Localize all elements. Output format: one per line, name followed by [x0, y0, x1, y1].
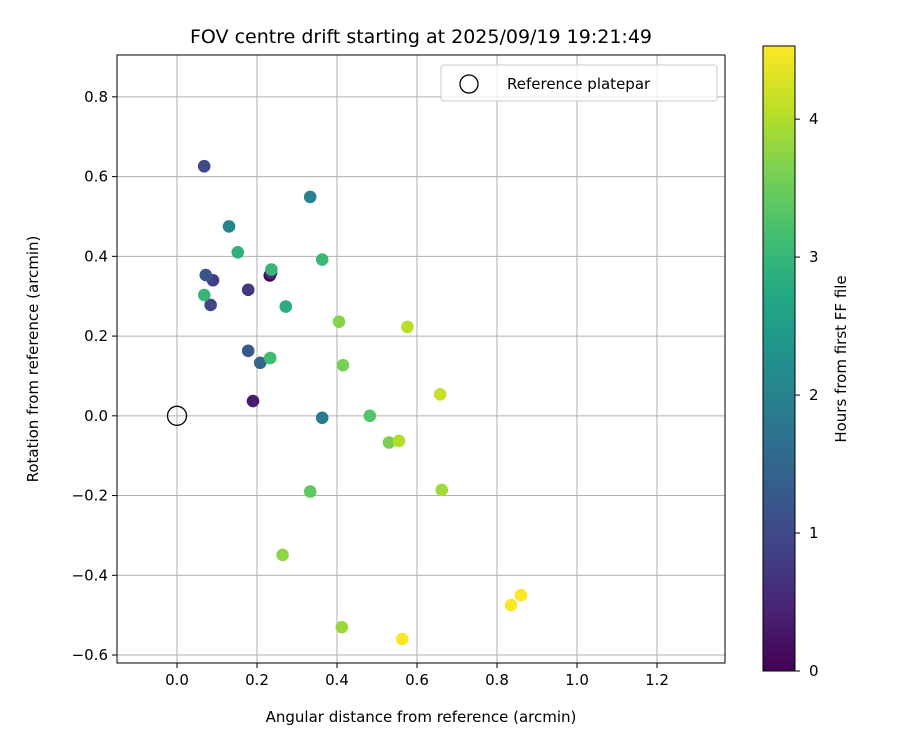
- data-point: [279, 300, 293, 313]
- plot-area: [117, 55, 725, 663]
- data-point: [514, 588, 528, 602]
- x-tick-label: 0.2: [245, 671, 269, 689]
- colorbar-ticks: 0 1 2 3 4: [795, 110, 819, 680]
- y-tick-label: −0.2: [72, 487, 108, 505]
- data-point: [204, 298, 217, 312]
- legend-label: Reference platepar: [507, 75, 651, 93]
- colorbar-label: Hours from first FF file: [832, 275, 850, 442]
- y-tick-label: −0.6: [72, 646, 108, 664]
- grid-lines: [117, 55, 725, 663]
- y-tick-label: 0.4: [84, 247, 108, 265]
- x-axis-ticks: 0.0 0.2 0.4 0.6 0.8 1.0 1.2: [165, 663, 669, 689]
- x-tick-label: 0.4: [325, 671, 349, 689]
- colorbar-tick-label: 4: [809, 110, 819, 128]
- data-point: [435, 483, 449, 497]
- data-point: [241, 344, 255, 358]
- x-axis-label: Angular distance from reference (arcmin): [266, 708, 577, 726]
- x-tick-label: 0.0: [165, 671, 189, 689]
- colorbar-tick-label: 3: [809, 248, 819, 266]
- data-point: [401, 320, 414, 334]
- data-point: [231, 246, 245, 259]
- y-axis-ticks: −0.6 −0.4 −0.2 0.0 0.2 0.4 0.6 0.8: [72, 88, 117, 664]
- data-point: [332, 315, 346, 329]
- data-point: [197, 159, 211, 173]
- legend-marker-icon: [459, 74, 479, 94]
- colorbar-tick-label: 1: [809, 524, 819, 542]
- plot-frame: [116, 54, 726, 664]
- data-point: [504, 598, 518, 612]
- y-tick-label: −0.4: [72, 566, 108, 584]
- data-point: [265, 263, 278, 276]
- y-tick-label: 0.2: [84, 327, 108, 345]
- legend: Reference platepar: [440, 64, 718, 102]
- colorbar-gradient: [763, 46, 795, 671]
- x-tick-label: 0.8: [485, 671, 509, 689]
- data-point: [315, 411, 329, 425]
- data-point: [199, 268, 213, 282]
- colorbar-tick-label: 2: [809, 386, 819, 404]
- data-point: [241, 283, 255, 297]
- data-point: [382, 436, 396, 449]
- x-tick-label: 0.6: [405, 671, 429, 689]
- data-point: [263, 351, 277, 365]
- colorbar-frame: [762, 45, 796, 672]
- y-tick-label: 0.0: [84, 407, 108, 425]
- x-tick-label: 1.2: [645, 671, 669, 689]
- data-point: [303, 485, 317, 498]
- data-point: [303, 190, 317, 204]
- y-tick-label: 0.8: [84, 88, 108, 106]
- data-point: [395, 632, 409, 646]
- y-tick-label: 0.6: [84, 168, 108, 186]
- scatter-points: [166, 159, 528, 646]
- data-point: [315, 253, 329, 266]
- data-point: [335, 620, 349, 634]
- chart-title: FOV centre drift starting at 2025/09/19 …: [190, 26, 652, 48]
- data-point: [197, 288, 211, 302]
- colorbar-tick-label: 0: [809, 662, 819, 680]
- data-point: [433, 387, 447, 401]
- data-point: [363, 409, 377, 423]
- legend-box: [440, 64, 718, 102]
- data-point: [222, 220, 236, 233]
- data-point: [253, 356, 267, 370]
- data-point: [392, 434, 406, 448]
- x-tick-label: 1.0: [565, 671, 589, 689]
- data-point: [276, 548, 289, 562]
- data-point: [246, 394, 260, 408]
- data-point: [336, 358, 350, 372]
- y-axis-label: Rotation from reference (arcmin): [24, 236, 42, 483]
- reference-platepar-point: [166, 405, 188, 426]
- colorbar: 0 1 2 3 4 Hours from first FF file: [762, 45, 850, 680]
